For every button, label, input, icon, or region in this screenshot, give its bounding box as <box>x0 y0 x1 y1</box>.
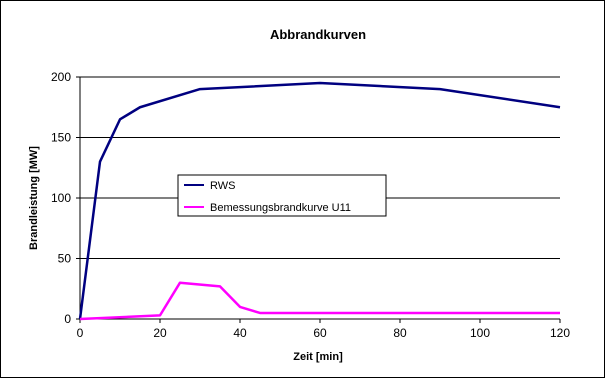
y-tick-label-200: 200 <box>51 70 71 84</box>
legend: RWS Bemessungsbrandkurve U11 <box>177 174 387 217</box>
x-tick-label-80: 80 <box>393 326 407 340</box>
x-tick-label-40: 40 <box>233 326 247 340</box>
series-line-rws <box>78 81 561 320</box>
y-axis-label: Brandleistung [MW] <box>28 146 40 250</box>
axes <box>76 76 561 323</box>
x-axis-label: Zeit [min] <box>293 351 343 363</box>
legend-box <box>177 174 387 217</box>
series-layer <box>78 81 561 321</box>
y-tick-label-0: 0 <box>64 312 71 326</box>
y-tick-labels: 0 50 100 150 200 <box>51 70 71 326</box>
legend-label-u11: Bemessungsbrandkurve U11 <box>210 202 351 214</box>
y-tick-label-50: 50 <box>58 252 72 266</box>
x-tick-label-100: 100 <box>470 326 490 340</box>
chart-title: Abbrandkurven <box>270 27 366 42</box>
series-line-u11 <box>79 281 560 321</box>
x-tick-label-120: 120 <box>550 326 570 340</box>
x-tick-label-60: 60 <box>313 326 327 340</box>
x-tick-label-0: 0 <box>77 326 84 340</box>
y-tick-label-150: 150 <box>51 131 71 145</box>
x-tick-labels: 0 20 40 60 80 100 120 <box>77 326 571 340</box>
legend-label-rws: RWS <box>210 180 235 192</box>
y-tick-label-100: 100 <box>51 191 71 205</box>
grid-lines <box>80 76 560 259</box>
x-tick-label-20: 20 <box>153 326 167 340</box>
